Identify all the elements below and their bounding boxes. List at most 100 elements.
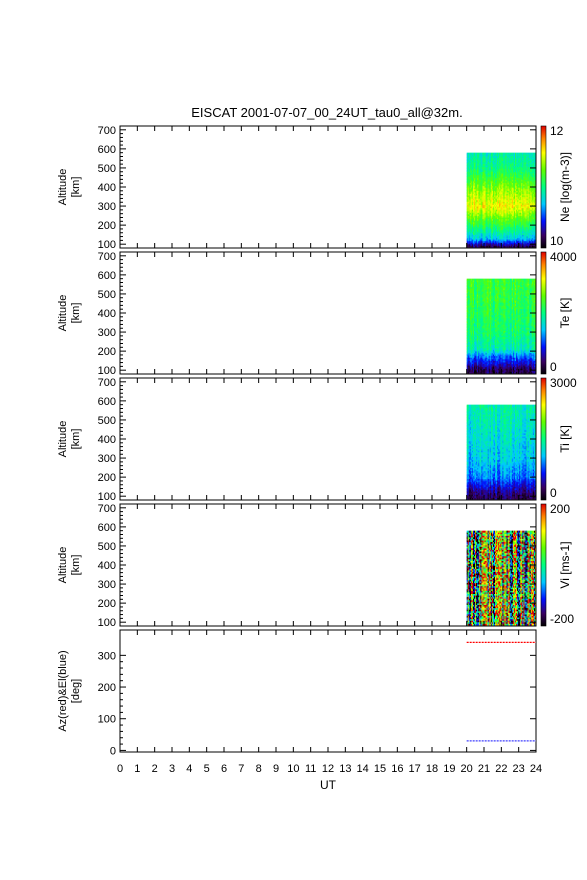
- heatmap-cell: [467, 154, 470, 157]
- heatmap-cell: [521, 201, 523, 204]
- heatmap-cell: [500, 217, 502, 220]
- heatmap-cell: [524, 236, 526, 239]
- heatmap-cell: [478, 324, 480, 327]
- heatmap-cell: [532, 245, 535, 248]
- heatmap-cell: [477, 311, 479, 314]
- heatmap-cell: [479, 237, 481, 240]
- heatmap-cell: [474, 190, 476, 193]
- heatmap-cell: [513, 217, 516, 220]
- heatmap-cell: [501, 214, 503, 216]
- heatmap-cell: [521, 177, 523, 180]
- heatmap-cell: [466, 212, 469, 215]
- heatmap-cell: [477, 340, 479, 342]
- heatmap-cell: [488, 185, 491, 188]
- heatmap-cell: [527, 166, 530, 169]
- heatmap-cell: [475, 204, 477, 207]
- heatmap-cell: [490, 207, 493, 210]
- heatmap-cell: [526, 177, 528, 180]
- heatmap-cell: [509, 207, 512, 210]
- heatmap-cell: [472, 346, 475, 349]
- heatmap-cell: [506, 196, 509, 199]
- heatmap-cell: [482, 236, 484, 239]
- heatmap-cell: [509, 196, 512, 199]
- heatmap-cell: [468, 355, 471, 358]
- heatmap-cell: [478, 338, 480, 341]
- heatmap-cell: [527, 236, 530, 239]
- heatmap-cell: [475, 209, 477, 212]
- heatmap-cell: [471, 196, 474, 199]
- heatmap-cell: [489, 217, 492, 220]
- heatmap-cell: [519, 236, 521, 239]
- heatmap-cell: [513, 210, 516, 213]
- heatmap-cell: [528, 203, 531, 205]
- heatmap-cell: [524, 234, 526, 237]
- heatmap-cell: [519, 190, 521, 193]
- heatmap-cell: [483, 212, 485, 215]
- heatmap-cell: [521, 162, 523, 165]
- heatmap-cell: [477, 220, 479, 223]
- heatmap-cell: [481, 330, 483, 333]
- heatmap-cell: [474, 157, 476, 160]
- heatmap-cell: [532, 242, 535, 245]
- heatmap-cell: [529, 196, 532, 199]
- heatmap-cell: [475, 168, 477, 171]
- heatmap-cell: [495, 166, 497, 169]
- heatmap-cell: [499, 196, 501, 199]
- heatmap-cell: [522, 174, 524, 177]
- heatmap-cell: [510, 209, 513, 212]
- heatmap-cell: [511, 187, 514, 190]
- heatmap-cell: [526, 221, 528, 224]
- heatmap-cell: [486, 166, 489, 169]
- heatmap-cell: [510, 199, 513, 202]
- heatmap-cell: [521, 199, 523, 202]
- heatmap-cell: [479, 199, 481, 202]
- heatmap-cell: [527, 199, 530, 202]
- heatmap-cell: [472, 321, 475, 324]
- heatmap-cell: [531, 206, 534, 209]
- heatmap-cell: [527, 204, 530, 207]
- heatmap-cell: [487, 168, 490, 171]
- heatmap-cell: [509, 210, 512, 213]
- heatmap-cell: [514, 199, 517, 202]
- heatmap-cell: [511, 195, 514, 198]
- heatmap-cell: [491, 214, 494, 216]
- heatmap-cell: [483, 210, 485, 213]
- heatmap-cell: [500, 198, 502, 201]
- heatmap-cell: [497, 184, 499, 187]
- heatmap-cell: [470, 214, 473, 216]
- heatmap-cell: [508, 196, 511, 199]
- heatmap-cell: [523, 203, 525, 205]
- heatmap-cell: [493, 192, 496, 194]
- heatmap-cell: [490, 229, 493, 232]
- heatmap-cell: [497, 162, 499, 165]
- heatmap-cell: [486, 242, 489, 245]
- heatmap-cell: [471, 226, 474, 229]
- heatmap-cell: [526, 168, 528, 171]
- heatmap-cell: [496, 180, 498, 183]
- heatmap-cell: [471, 335, 474, 338]
- heatmap-cell: [470, 292, 473, 295]
- heatmap-cell: [505, 240, 507, 243]
- heatmap-cell: [474, 209, 476, 212]
- heatmap-cell: [530, 188, 533, 191]
- heatmap-cell: [516, 220, 518, 223]
- heatmap-cell: [467, 343, 470, 346]
- heatmap-cell: [509, 203, 512, 205]
- heatmap-cell: [467, 352, 470, 355]
- heatmap-cell: [510, 207, 513, 210]
- heatmap-cell: [529, 234, 532, 237]
- heatmap-cell: [503, 206, 505, 209]
- heatmap-cell: [521, 196, 523, 199]
- heatmap-cell: [481, 204, 483, 207]
- heatmap-cell: [469, 362, 472, 365]
- heatmap-cell: [475, 314, 477, 317]
- heatmap-cell: [472, 368, 475, 371]
- heatmap-cell: [468, 171, 471, 174]
- heatmap-cell: [470, 177, 473, 180]
- heatmap-cell: [530, 239, 533, 242]
- heatmap-cell: [482, 245, 484, 248]
- heatmap-cell: [488, 236, 491, 239]
- heatmap-cell: [488, 174, 491, 177]
- heatmap-cell: [513, 185, 516, 188]
- heatmap-cell: [518, 180, 520, 183]
